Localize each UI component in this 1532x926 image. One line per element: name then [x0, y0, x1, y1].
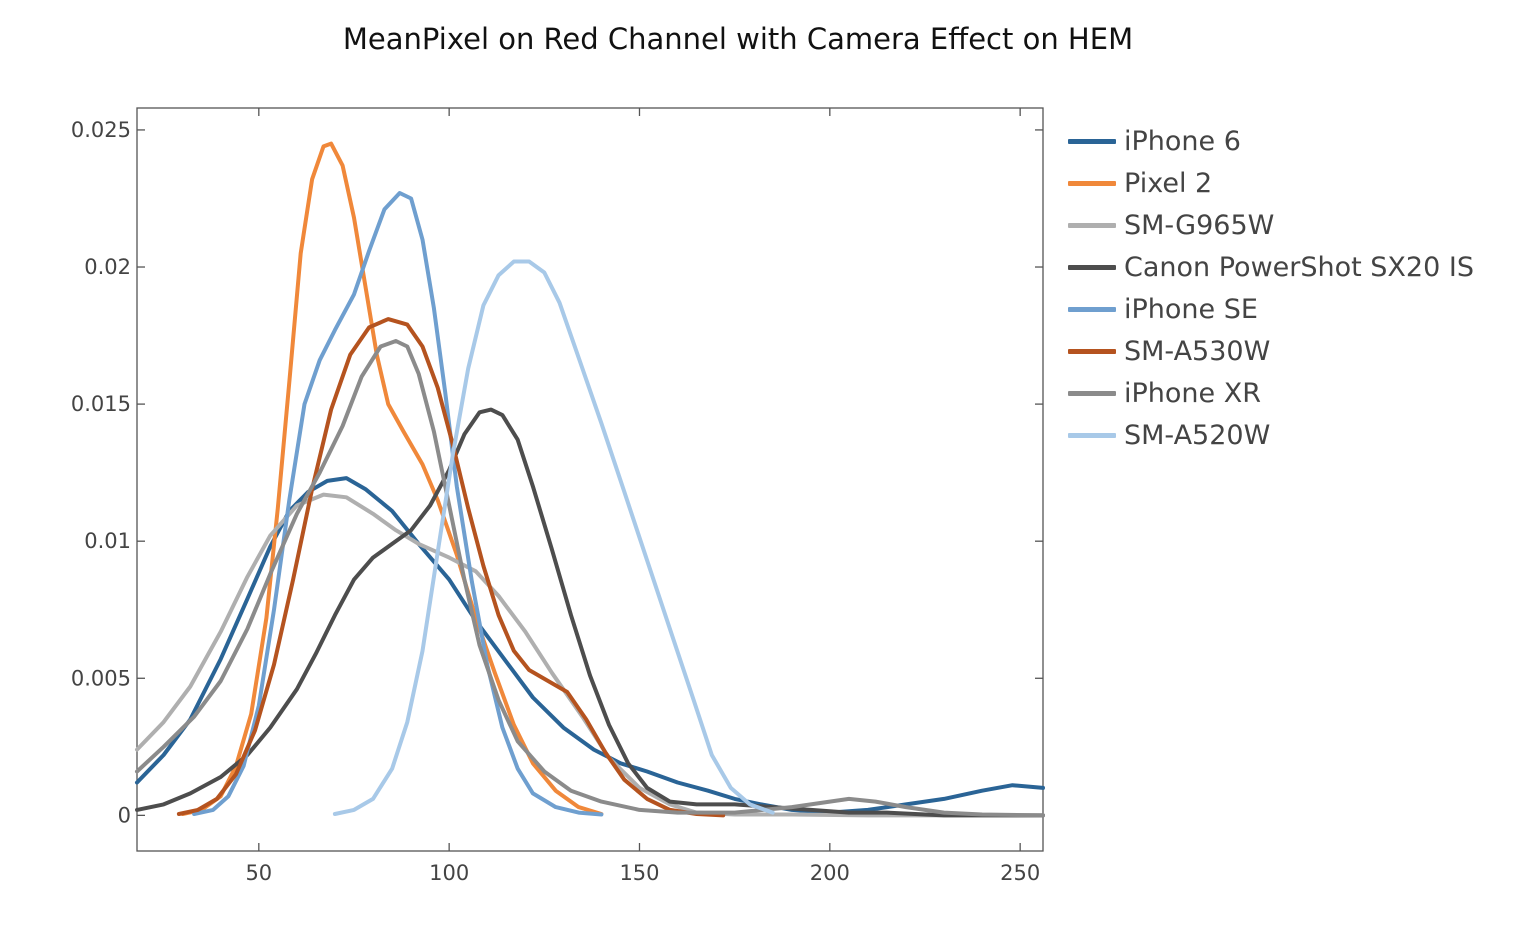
legend-swatch — [1068, 390, 1116, 396]
legend-swatch — [1068, 138, 1116, 144]
legend-label: iPhone SE — [1124, 293, 1258, 325]
x-tick-label: 150 — [619, 861, 659, 885]
y-tick-label: 0.015 — [71, 392, 131, 416]
legend-swatch — [1068, 264, 1116, 270]
legend-item-iphone-se: iPhone SE — [1068, 288, 1474, 330]
series-line-iphone-6 — [135, 476, 1045, 815]
legend-swatch — [1068, 180, 1116, 186]
y-tick-label: 0.025 — [71, 118, 131, 142]
legend-swatch — [1068, 432, 1116, 438]
legend-item-pixel-2: Pixel 2 — [1068, 162, 1474, 204]
series-line-iphone-se — [192, 191, 604, 817]
x-tick-label: 200 — [810, 861, 850, 885]
legend-swatch — [1068, 222, 1116, 228]
series-line-pixel-2 — [180, 141, 604, 816]
legend-label: iPhone 6 — [1124, 125, 1241, 157]
legend-item-sm-a520w: SM-A520W — [1068, 414, 1474, 456]
series-line-iphone-xr — [135, 339, 1045, 818]
y-tick-label: 0.005 — [71, 666, 131, 690]
legend-label: Canon PowerShot SX20 IS — [1124, 251, 1474, 283]
chart-title: MeanPixel on Red Channel with Camera Eff… — [342, 22, 1134, 56]
line-chart: 50 100 150 200 250 0 0.005 0.01 0.015 0.02 0.025 — [71, 107, 1045, 885]
x-tick-label: 250 — [1000, 861, 1040, 885]
plot-frame — [136, 107, 1044, 852]
legend-item-sm-a530w: SM-A530W — [1068, 330, 1474, 372]
legend-label: SM-A530W — [1124, 335, 1271, 367]
x-tick-label: 100 — [429, 861, 469, 885]
legend-swatch — [1068, 306, 1116, 312]
legend-label: SM-G965W — [1124, 209, 1275, 241]
y-tick-label: 0.02 — [84, 255, 131, 279]
legend-item-iphone-xr: iPhone XR — [1068, 372, 1474, 414]
series-line-sm-a520w — [332, 259, 775, 816]
legend-label: Pixel 2 — [1124, 167, 1213, 199]
series-layer — [135, 141, 1045, 818]
legend-swatch — [1068, 348, 1116, 354]
legend-label: SM-A520W — [1124, 419, 1271, 451]
axis-ticks: 50 100 150 200 250 0 0.005 0.01 0.015 0.02 0.025 — [71, 108, 1043, 885]
legend-item-sm-g965w: SM-G965W — [1068, 204, 1474, 246]
legend-item-iphone-6: iPhone 6 — [1068, 120, 1474, 162]
series-line-sm-a530w — [176, 317, 726, 818]
y-tick-label: 0 — [118, 803, 131, 827]
legend-label: iPhone XR — [1124, 377, 1261, 409]
y-tick-label: 0.01 — [84, 529, 131, 553]
x-tick-label: 50 — [245, 861, 272, 885]
legend-item-canon-powershot-sx20-is: Canon PowerShot SX20 IS — [1068, 246, 1474, 288]
series-line-canon-powershot-sx20-is — [135, 407, 1045, 818]
legend: iPhone 6 Pixel 2 SM-G965W Canon PowerShot S… — [1068, 120, 1474, 456]
